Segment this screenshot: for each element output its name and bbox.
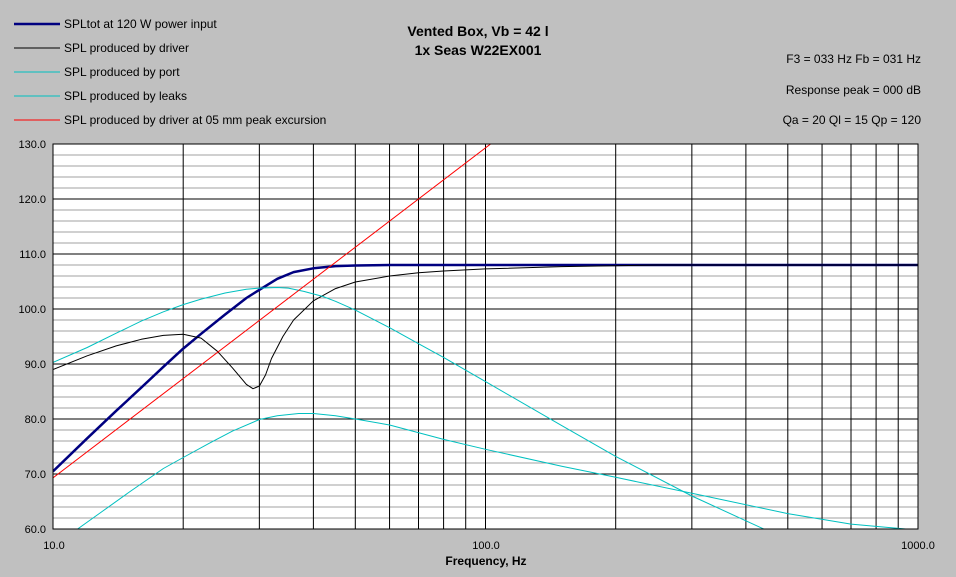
- plot-border: [52, 143, 919, 530]
- grid-major: [53, 144, 918, 529]
- y-tick-label: 110.0: [19, 249, 46, 261]
- legend-label-3: SPL produced by leaks: [64, 89, 187, 103]
- legend-label-2: SPL produced by port: [64, 65, 180, 79]
- x-axis: 10.0 100.0 1000.0 Frequency, Hz: [43, 540, 935, 568]
- y-tick-label: 130.0: [18, 139, 46, 151]
- x-tick-label: 10.0: [43, 540, 64, 552]
- legend: SPLtot at 120 W power input SPL produced…: [14, 17, 326, 127]
- chart-title: Vented Box, Vb = 42 l: [407, 23, 548, 39]
- series-group: [53, 144, 918, 529]
- x-tick-label: 100.0: [472, 540, 500, 552]
- series-line-3: [76, 413, 912, 529]
- y-tick-label: 60.0: [25, 524, 46, 536]
- legend-label-4: SPL produced by driver at 05 mm peak exc…: [64, 113, 326, 127]
- x-axis-label: Frequency, Hz: [445, 554, 526, 568]
- series-line-2: [53, 287, 765, 529]
- y-tick-label: 70.0: [25, 469, 46, 481]
- y-axis: 60.0 70.0 80.0 90.0 100.0 110.0 120.0 13…: [18, 139, 46, 536]
- legend-label-0: SPLtot at 120 W power input: [64, 17, 217, 31]
- chart-subtitle: 1x Seas W22EX001: [415, 42, 542, 58]
- x-tick-label: 1000.0: [901, 540, 935, 552]
- annotation-f3-fb: F3 = 033 Hz Fb = 031 Hz: [786, 52, 921, 66]
- legend-label-1: SPL produced by driver: [64, 41, 189, 55]
- series-line-4: [53, 144, 492, 479]
- y-tick-label: 120.0: [18, 194, 46, 206]
- annotation-response-peak: Response peak = 000 dB: [786, 83, 921, 97]
- annotation-q-values: Qa = 20 Ql = 15 Qp = 120: [783, 113, 922, 127]
- series-line-0: [53, 263, 918, 473]
- y-tick-label: 90.0: [25, 359, 46, 371]
- y-tick-label: 80.0: [25, 414, 46, 426]
- series-line-1: [53, 264, 918, 390]
- y-tick-label: 100.0: [18, 304, 46, 316]
